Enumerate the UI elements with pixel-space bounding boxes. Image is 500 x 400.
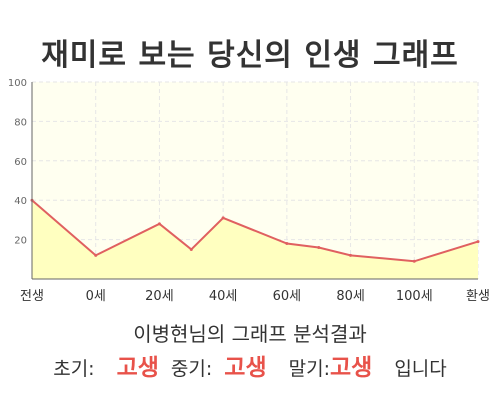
middle-stage-label: 중기: — [170, 358, 213, 380]
data-point — [349, 253, 353, 257]
middle-stage-value: 고생 — [224, 355, 267, 381]
x-tick-label: 60세 — [273, 289, 302, 304]
series-line — [31, 199, 479, 263]
y-tick-label: 80 — [14, 117, 27, 128]
life-graph-chart: 20 40 60 80 100 전생 0세 20세 40세 60세 80세 100세 환생 — [8, 78, 490, 304]
y-tick-label: 40 — [14, 196, 27, 207]
x-tick-label: 40세 — [209, 289, 238, 304]
analysis-heading: 이병현님의 그래프 분석결과 — [133, 322, 367, 346]
early-stage-label: 초기: — [53, 358, 95, 380]
late-stage-label: 말기: — [288, 358, 330, 380]
y-tick-label: 100 — [8, 78, 27, 89]
data-point — [221, 216, 225, 220]
data-point — [157, 222, 161, 226]
page-title: 재미로 보는 당신의 인생 그래프 — [41, 38, 459, 73]
early-stage-value: 고생 — [116, 355, 159, 381]
y-tick-label: 60 — [14, 157, 27, 168]
late-stage-value: 고생 — [330, 355, 373, 381]
x-tick-label: 환생 — [466, 289, 490, 304]
data-point — [476, 240, 480, 244]
y-tick-label: 20 — [14, 236, 27, 247]
series-area — [32, 200, 478, 279]
data-point — [189, 247, 193, 251]
data-point — [317, 245, 321, 249]
analysis-result: 초기: 고생 중기: 고생 말기:고생 입니다 — [0, 348, 500, 382]
x-tick-label: 0세 — [86, 289, 106, 304]
data-point — [285, 242, 289, 246]
ending-text: 입니다 — [394, 358, 447, 380]
x-tick-label: 전생 — [20, 289, 44, 304]
data-point — [94, 253, 98, 257]
data-point — [412, 259, 416, 263]
x-tick-label: 80세 — [336, 289, 365, 304]
x-tick-label: 100세 — [396, 289, 433, 304]
x-tick-label: 20세 — [145, 289, 174, 304]
